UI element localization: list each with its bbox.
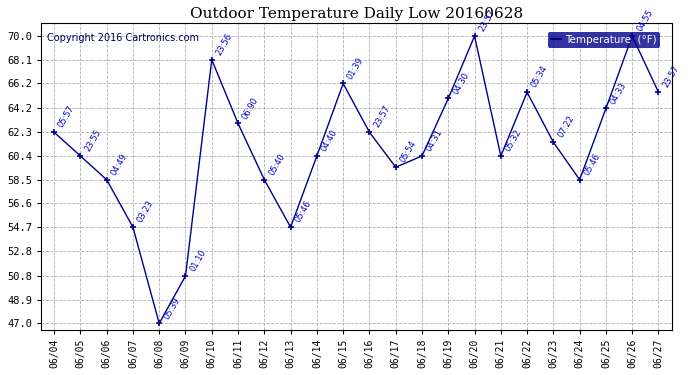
Legend: Temperature  (°F): Temperature (°F) [548,32,660,48]
Text: 04:33: 04:33 [609,80,629,106]
Text: 01:39: 01:39 [346,56,366,81]
Text: 23:56: 23:56 [215,32,235,57]
Text: 05:46: 05:46 [582,152,602,177]
Text: 04:30: 04:30 [451,70,471,96]
Text: 04:49: 04:49 [110,152,129,177]
Text: 05:32: 05:32 [504,128,523,153]
Text: 05:57: 05:57 [57,104,77,129]
Text: 07:22: 07:22 [556,114,576,140]
Text: 23:57: 23:57 [661,64,681,90]
Text: 23:57: 23:57 [477,8,497,33]
Text: 05:54: 05:54 [399,140,418,164]
Text: 23:57: 23:57 [372,104,392,129]
Text: 23:55: 23:55 [83,128,103,153]
Title: Outdoor Temperature Daily Low 20160628: Outdoor Temperature Daily Low 20160628 [190,7,523,21]
Text: 06:90: 06:90 [241,96,261,121]
Text: 04:40: 04:40 [319,128,339,153]
Text: 04:31: 04:31 [425,128,444,153]
Text: 05:46: 05:46 [293,199,313,224]
Text: 05:34: 05:34 [530,64,550,90]
Text: 05:40: 05:40 [267,152,287,177]
Text: 03:23: 03:23 [136,199,155,224]
Text: 01:10: 01:10 [188,248,208,273]
Text: 04:55: 04:55 [635,8,655,33]
Text: Copyright 2016 Cartronics.com: Copyright 2016 Cartronics.com [48,33,199,43]
Text: 05:39: 05:39 [162,296,181,321]
